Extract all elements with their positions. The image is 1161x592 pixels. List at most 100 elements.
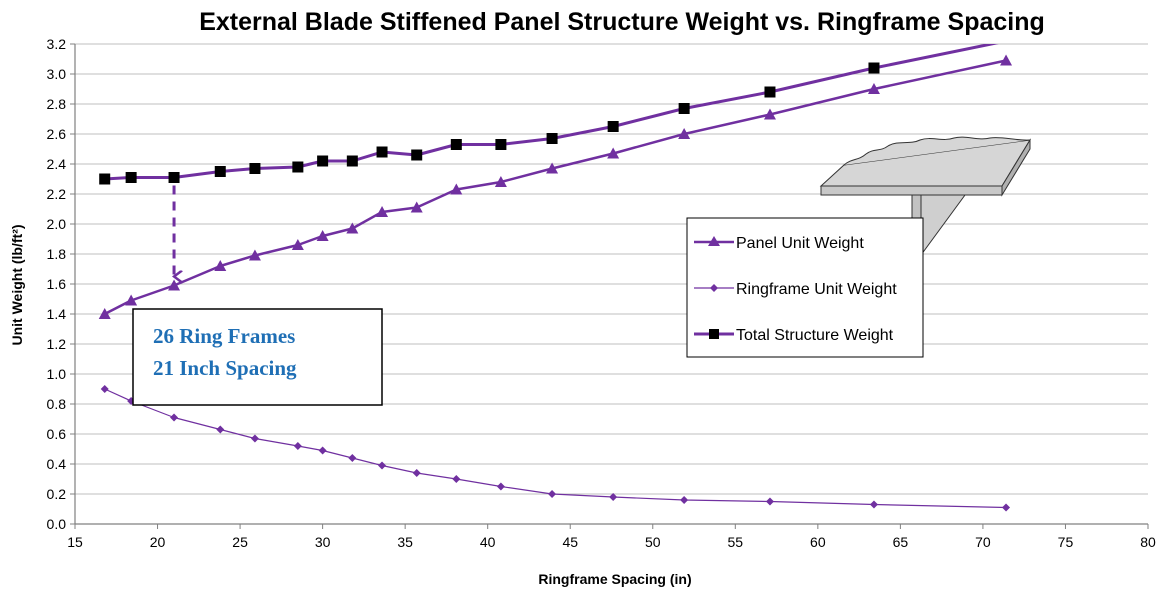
data-point-panel-unit-weight — [168, 279, 181, 291]
data-point-total-structure-weight — [868, 62, 880, 74]
data-point-panel-unit-weight — [450, 183, 463, 195]
data-point-total-structure-weight — [411, 149, 423, 161]
data-point-ringframe-unit-weight — [348, 454, 357, 462]
data-point-ringframe-unit-weight — [548, 490, 557, 498]
y-tick-labels: 0.0 0.2 0.4 0.6 0.8 1.0 1.2 1.4 1.6 1.8 2.0 2.2 2.4 2… — [47, 36, 67, 532]
data-point-ringframe-unit-weight — [412, 469, 421, 477]
data-point-ringframe-unit-weight — [680, 496, 689, 504]
series-panel-unit-weight — [98, 54, 1013, 319]
data-point-panel-unit-weight — [316, 230, 329, 241]
data-point-ringframe-unit-weight — [869, 500, 878, 509]
axes — [70, 43, 1149, 529]
y-tick-label: 0.0 — [47, 516, 67, 532]
data-point-ringframe-unit-weight — [1002, 503, 1011, 512]
data-point-panel-unit-weight — [494, 176, 507, 187]
series-line-panel-unit-weight — [104, 59, 1007, 316]
data-point-total-structure-weight — [125, 172, 137, 183]
data-point-panel-unit-weight — [546, 162, 559, 174]
x-tick-label: 40 — [480, 534, 496, 550]
data-point-total-structure-weight — [317, 155, 329, 167]
data-point-total-structure-weight — [607, 121, 619, 132]
data-point-ringframe-unit-weight — [318, 446, 327, 455]
series-ringframe-unit-weight — [100, 385, 1011, 512]
data-point-panel-unit-weight — [291, 239, 304, 250]
y-tick-label: 2.4 — [47, 156, 67, 172]
legend-label-ringframe: Ringframe Unit Weight — [736, 281, 897, 298]
y-tick-label: 2.8 — [47, 96, 67, 112]
x-axis-label: Ringframe Spacing (in) — [538, 571, 691, 587]
x-tick-label: 60 — [810, 534, 826, 550]
chart-title: External Blade Stiffened Panel Structure… — [199, 8, 1045, 36]
y-tick-label: 0.6 — [47, 426, 67, 442]
legend-diamond-marker — [710, 284, 718, 292]
data-point-panel-unit-weight — [346, 222, 359, 234]
data-point-total-structure-weight — [168, 172, 180, 183]
y-tick-label: 1.2 — [47, 336, 67, 352]
data-point-total-structure-weight — [678, 103, 690, 114]
legend-item-ringframe: Ringframe Unit Weight — [694, 281, 897, 298]
data-point-ringframe-unit-weight — [452, 475, 461, 483]
series-line-ringframe-unit-weight — [104, 388, 1007, 509]
data-point-total-structure-weight — [546, 133, 558, 144]
x-tick-label: 30 — [315, 534, 331, 550]
x-tick-label: 70 — [975, 534, 991, 550]
y-tick-label: 2.0 — [47, 216, 67, 232]
legend-label-panel: Panel Unit Weight — [736, 235, 864, 252]
legend-label-total: Total Structure Weight — [736, 327, 894, 344]
data-point-panel-unit-weight — [214, 260, 227, 271]
data-point-total-structure-weight — [376, 146, 388, 158]
data-point-ringframe-unit-weight — [293, 442, 302, 450]
data-point-panel-unit-weight — [867, 83, 880, 94]
x-tick-label: 25 — [232, 534, 248, 550]
series-total-structure-weight — [99, 44, 999, 185]
legend-item-panel: Panel Unit Weight — [694, 235, 864, 252]
data-point-ringframe-unit-weight — [170, 413, 179, 422]
x-tick-label: 50 — [645, 534, 661, 550]
x-tick-label: 20 — [150, 534, 166, 550]
y-tick-label: 0.2 — [47, 486, 67, 502]
x-tick-label: 65 — [893, 534, 909, 550]
data-point-total-structure-weight — [495, 139, 507, 150]
data-point-ringframe-unit-weight — [496, 482, 505, 491]
y-tick-label: 1.4 — [47, 306, 67, 322]
y-tick-label: 3.2 — [47, 36, 67, 52]
gridlines — [75, 43, 1148, 495]
data-point-ringframe-unit-weight — [378, 461, 387, 470]
y-tick-label: 1.8 — [47, 246, 67, 262]
y-tick-label: 2.6 — [47, 126, 67, 142]
data-point-panel-unit-weight — [125, 294, 138, 306]
legend-item-total: Total Structure Weight — [694, 327, 894, 344]
legend: Panel Unit Weight Ringframe Unit Weight … — [686, 217, 924, 358]
y-tick-label: 0.8 — [47, 396, 67, 412]
legend-triangle-marker — [708, 236, 720, 246]
data-point-total-structure-weight — [292, 161, 304, 173]
data-point-total-structure-weight — [249, 163, 261, 174]
annotation-line-1: 26 Ring Frames — [153, 324, 295, 348]
series-line-total-structure-weight — [104, 44, 999, 181]
y-tick-label: 2.2 — [47, 186, 67, 202]
data-point-panel-unit-weight — [248, 249, 261, 261]
data-point-ringframe-unit-weight — [100, 385, 109, 393]
data-point-total-structure-weight — [214, 166, 226, 177]
data-point-panel-unit-weight — [678, 128, 691, 139]
data-point-ringframe-unit-weight — [609, 493, 618, 501]
annotation-box: 26 Ring Frames 21 Inch Spacing — [132, 308, 383, 406]
data-point-ringframe-unit-weight — [250, 434, 259, 443]
data-point-panel-unit-weight — [376, 206, 389, 217]
data-point-total-structure-weight — [764, 86, 776, 98]
y-axis-label: Unit Weight (lb/ft²) — [9, 224, 25, 345]
legend-square-marker — [709, 329, 719, 339]
data-point-ringframe-unit-weight — [765, 497, 774, 506]
y-tick-label: 1.6 — [47, 276, 67, 292]
data-point-panel-unit-weight — [607, 147, 620, 159]
data-point-panel-unit-weight — [410, 201, 423, 213]
data-point-panel-unit-weight — [763, 108, 776, 120]
y-tick-label: 0.4 — [47, 456, 67, 472]
x-tick-label: 75 — [1058, 534, 1074, 550]
annotation-line-2: 21 Inch Spacing — [153, 356, 297, 380]
data-point-total-structure-weight — [99, 173, 111, 185]
y-tick-label: 1.0 — [47, 366, 67, 382]
series-layer — [98, 44, 1013, 512]
data-point-ringframe-unit-weight — [216, 425, 225, 434]
